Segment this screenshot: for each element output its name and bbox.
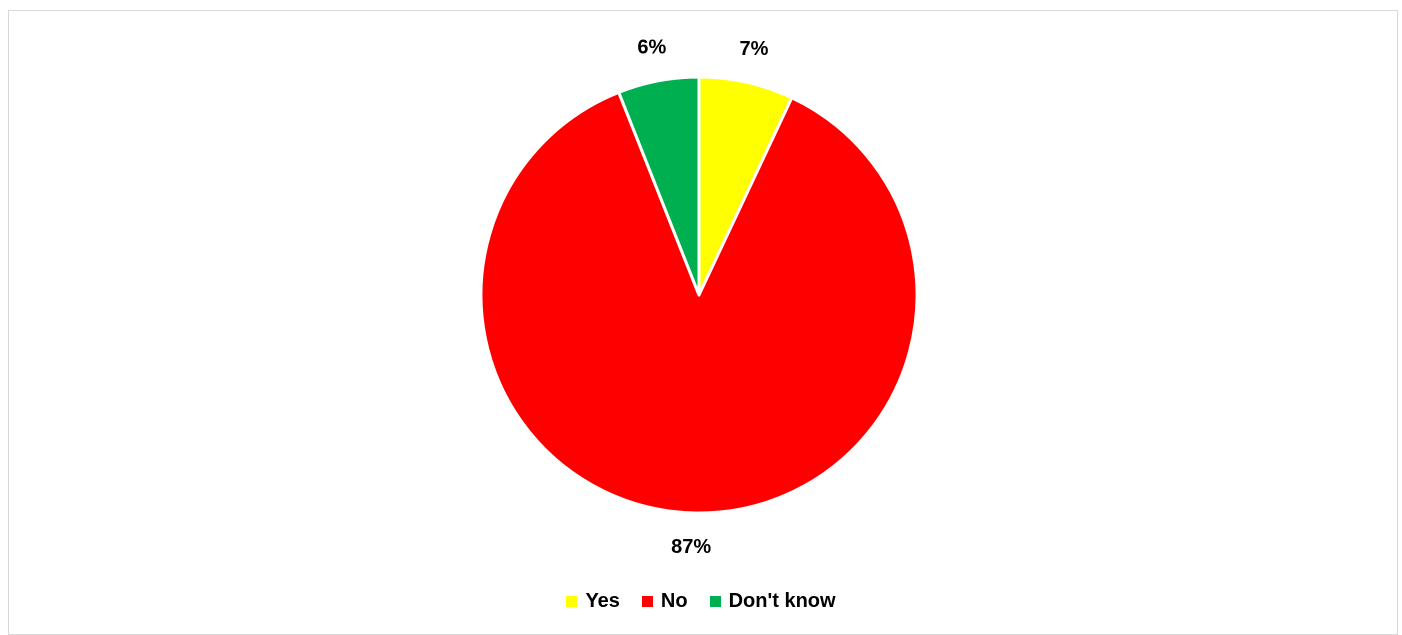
pie-data-labels: 7% 87% 6% xyxy=(637,37,768,558)
legend-item-no: No xyxy=(641,590,688,613)
pie-slices xyxy=(479,75,919,515)
chart-legend: Yes No Don't know xyxy=(0,590,1402,613)
data-label-don-t-know: 6% xyxy=(637,37,666,59)
legend-item-yes: Yes xyxy=(566,590,620,613)
legend-label-dont-know: Don't know xyxy=(728,590,836,612)
legend-label-no: No xyxy=(660,590,688,612)
pie-slice-no xyxy=(479,90,919,515)
legend-swatch-dont-know xyxy=(709,596,721,607)
data-label-yes: 7% xyxy=(740,38,769,60)
legend-label-yes: Yes xyxy=(585,590,620,612)
legend-swatch-no xyxy=(641,596,653,607)
legend-item-dont-know: Don't know xyxy=(709,590,836,613)
data-label-no: 87% xyxy=(671,536,711,558)
pie-slice-don-t-know xyxy=(617,75,701,297)
legend-swatch-yes xyxy=(566,596,578,607)
